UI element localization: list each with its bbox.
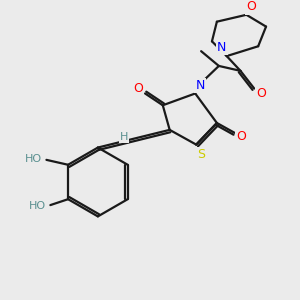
Text: O: O xyxy=(246,0,256,14)
Text: S: S xyxy=(197,148,205,161)
Text: H: H xyxy=(120,132,128,142)
Text: HO: HO xyxy=(29,201,46,211)
Text: O: O xyxy=(236,130,246,143)
Text: O: O xyxy=(256,87,266,100)
Text: O: O xyxy=(133,82,143,95)
Text: HO: HO xyxy=(25,154,42,164)
Text: N: N xyxy=(196,79,205,92)
Text: N: N xyxy=(217,41,226,54)
